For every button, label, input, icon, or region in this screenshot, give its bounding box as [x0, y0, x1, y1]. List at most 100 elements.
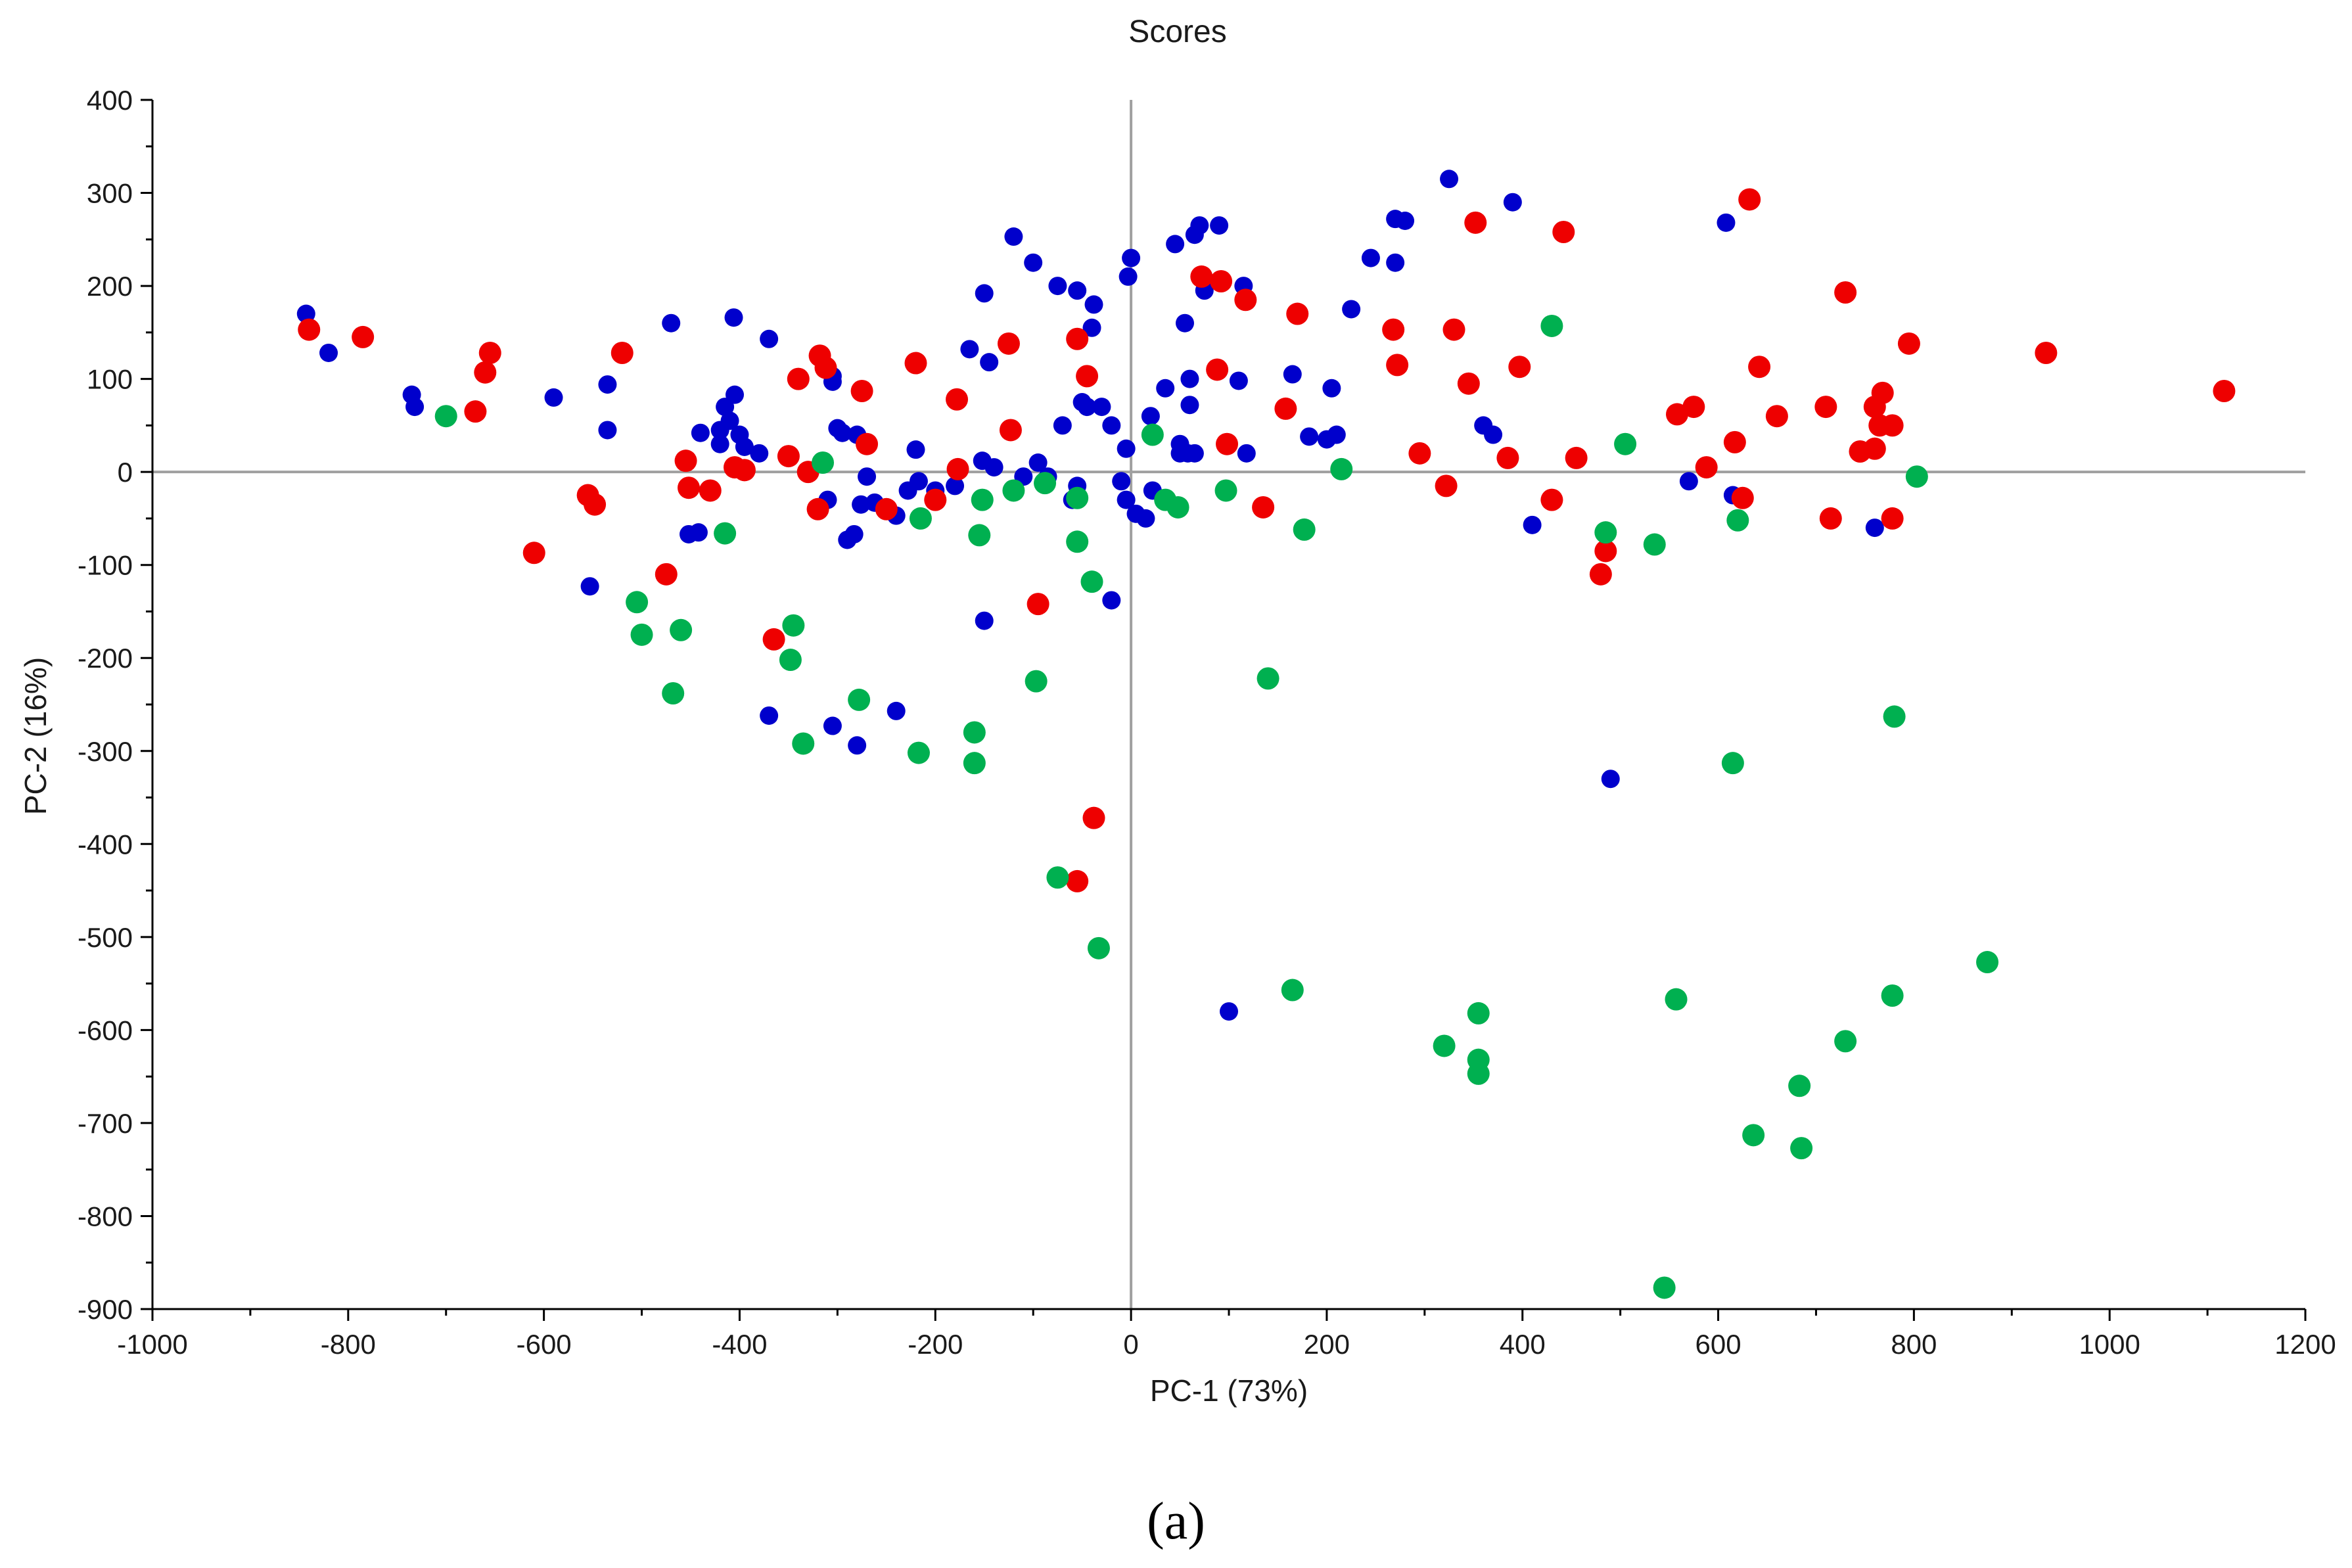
data-point	[1396, 212, 1415, 230]
data-point	[850, 380, 873, 403]
data-point	[1076, 365, 1099, 388]
data-point	[298, 318, 321, 341]
data-point	[823, 716, 842, 735]
data-point	[1731, 486, 1754, 509]
data-point	[1026, 593, 1049, 616]
data-point	[598, 375, 617, 394]
data-point	[1283, 365, 1302, 384]
data-point	[887, 701, 906, 720]
data-point	[852, 495, 871, 514]
data-point	[522, 542, 545, 565]
data-point	[714, 522, 737, 545]
data-point	[1206, 358, 1229, 381]
y-tick-label: 400	[87, 85, 133, 116]
data-point	[1594, 521, 1617, 544]
data-point	[909, 507, 932, 530]
y-tick-label: 100	[87, 364, 133, 395]
data-point	[1034, 472, 1057, 495]
data-point	[997, 332, 1020, 355]
data-point	[1234, 288, 1257, 311]
data-point	[1068, 281, 1087, 300]
data-point	[1361, 248, 1380, 267]
data-point	[1790, 1137, 1813, 1160]
data-point	[1742, 1124, 1765, 1147]
data-point	[1024, 253, 1043, 272]
data-point	[1863, 437, 1886, 460]
data-point	[1433, 1034, 1456, 1057]
data-point	[1210, 270, 1233, 292]
data-point	[1408, 442, 1431, 465]
data-point	[1080, 570, 1103, 593]
data-point	[1897, 332, 1920, 355]
data-point	[735, 437, 754, 456]
data-point	[814, 356, 837, 379]
data-point	[1092, 398, 1111, 417]
data-point	[856, 432, 879, 455]
data-point	[1102, 591, 1121, 610]
data-point	[1565, 446, 1588, 469]
data-point	[1066, 327, 1089, 350]
data-point	[1257, 667, 1280, 690]
data-point	[999, 419, 1022, 442]
data-point	[960, 340, 979, 359]
data-point	[1386, 354, 1409, 377]
data-point	[1440, 170, 1459, 189]
x-tick-label: 600	[1695, 1329, 1741, 1360]
data-point	[1122, 248, 1141, 267]
data-point	[716, 398, 735, 417]
data-point	[699, 479, 722, 502]
data-point	[1117, 490, 1136, 509]
data-point	[812, 451, 835, 474]
y-tick-label: -400	[78, 829, 133, 860]
data-point	[1594, 540, 1617, 563]
data-point	[762, 628, 785, 651]
x-tick-label: 400	[1500, 1329, 1546, 1360]
x-tick-label: -1000	[117, 1329, 187, 1360]
x-tick-label: 0	[1123, 1329, 1138, 1360]
data-point	[1614, 432, 1637, 455]
data-point	[1467, 1002, 1490, 1025]
y-tick-label: 200	[87, 271, 133, 302]
data-point	[1281, 979, 1304, 1002]
data-point	[1190, 216, 1209, 235]
data-point	[733, 459, 756, 482]
data-point	[858, 467, 877, 486]
data-point	[806, 497, 829, 520]
y-tick-label: -200	[78, 643, 133, 674]
y-tick-label: -900	[78, 1294, 133, 1325]
y-tick-label: -500	[78, 922, 133, 953]
data-point	[1665, 988, 1688, 1011]
data-point	[1386, 253, 1405, 272]
data-point	[1666, 403, 1689, 426]
data-point	[1717, 213, 1736, 232]
data-point	[1748, 356, 1771, 379]
data-point	[1726, 509, 1749, 532]
data-point	[1865, 519, 1884, 538]
x-tick-label: -600	[517, 1329, 572, 1360]
data-point	[1210, 216, 1229, 235]
data-point	[975, 611, 994, 630]
data-point	[777, 445, 800, 468]
data-point	[1084, 295, 1103, 314]
data-point	[1082, 318, 1101, 337]
data-point	[946, 457, 969, 480]
data-point	[1382, 318, 1405, 341]
data-point	[1082, 806, 1105, 829]
data-point	[670, 618, 693, 641]
x-tick-label: -800	[321, 1329, 376, 1360]
data-point	[1175, 313, 1194, 333]
data-point	[1653, 1276, 1676, 1299]
data-point	[1881, 984, 1904, 1007]
data-point	[464, 400, 487, 423]
data-point	[1229, 371, 1248, 390]
data-point	[1881, 414, 1904, 437]
data-point	[1118, 267, 1138, 286]
data-point	[1723, 430, 1746, 453]
data-point	[1300, 427, 1319, 446]
data-point	[1322, 379, 1341, 398]
data-point	[1905, 465, 1928, 488]
data-point	[1220, 1002, 1238, 1021]
data-point	[544, 388, 563, 407]
data-point	[971, 488, 994, 511]
